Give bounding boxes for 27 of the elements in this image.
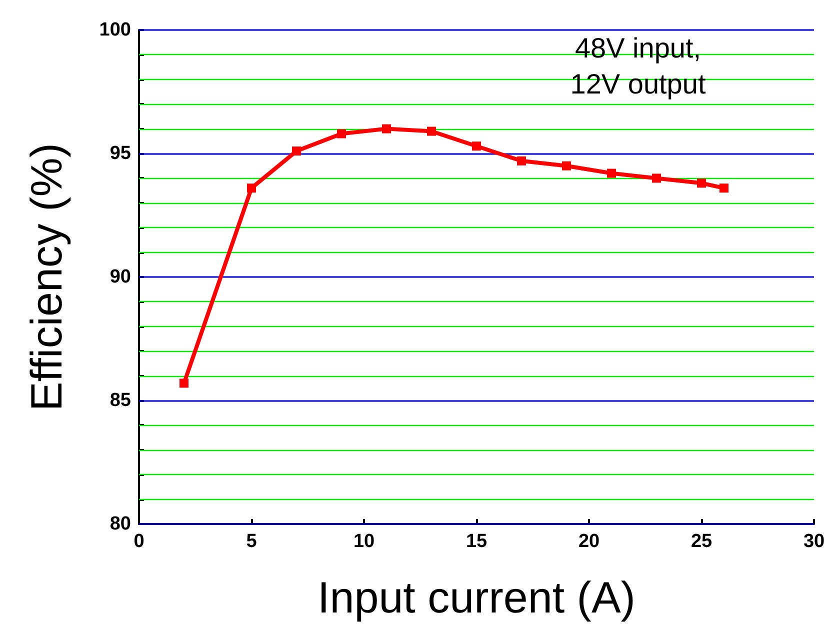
point: [652, 174, 661, 183]
y-tick-label: 100: [99, 20, 131, 40]
point: [337, 129, 346, 138]
point: [472, 142, 481, 151]
x-tick-label: 0: [134, 531, 144, 552]
point: [562, 161, 571, 170]
y-tick-label: 95: [110, 143, 132, 164]
x-tick-label: 10: [353, 531, 375, 552]
x-tick-label: 25: [690, 531, 712, 552]
point: [517, 156, 526, 166]
point: [382, 124, 391, 134]
y-tick-label: 85: [110, 390, 132, 411]
x-tick-label: 15: [466, 531, 488, 552]
point: [427, 126, 436, 136]
point: [180, 378, 188, 388]
y-axis-title: Efficiency (%): [22, 142, 72, 412]
y-tick-label: 90: [110, 266, 131, 288]
x-tick-label: 5: [246, 531, 258, 552]
point: [607, 168, 616, 178]
x-tick-label: 20: [578, 531, 600, 552]
point: [697, 178, 706, 188]
x-axis-title: Input current (A): [318, 574, 636, 622]
x-tick-label: 30: [803, 531, 825, 552]
point: [247, 184, 256, 193]
point: [292, 146, 301, 156]
y-tick-label: 80: [110, 514, 131, 534]
point: [720, 184, 728, 193]
